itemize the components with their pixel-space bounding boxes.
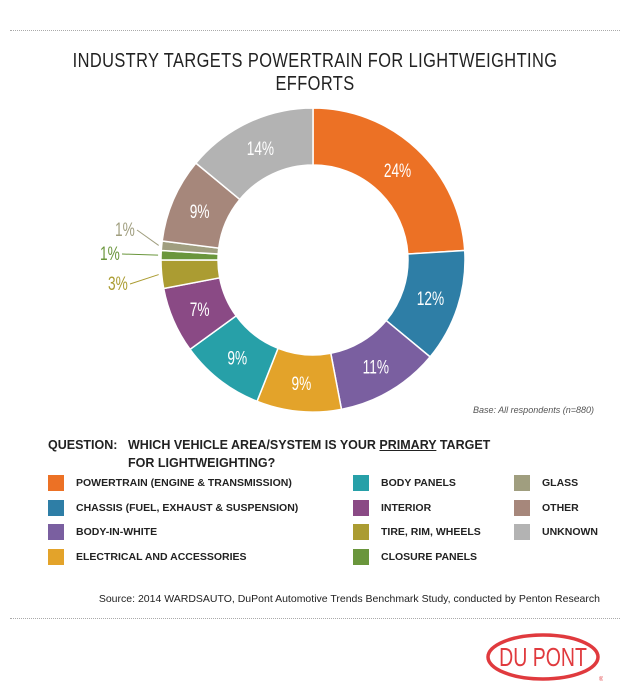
- slice-powertrain-engine-transmission-: [312, 107, 466, 255]
- legend-label: OTHER: [542, 501, 579, 514]
- question-text: WHICH VEHICLE AREA/SYSTEM IS YOUR: [128, 438, 380, 452]
- slice-label: 7%: [190, 299, 210, 321]
- legend-item: CHASSIS (FUEL, EXHAUST & SUSPENSION): [48, 499, 299, 516]
- legend-label: TIRE, RIM, WHEELS: [381, 526, 481, 538]
- slice-label: 1%: [100, 243, 120, 265]
- slice-label: 11%: [363, 356, 390, 378]
- question: QUESTION: WHICH VEHICLE AREA/SYSTEM IS YO…: [48, 436, 490, 472]
- legend-item: INTERIOR: [353, 499, 432, 516]
- slice-label: 24%: [384, 160, 412, 182]
- legend-swatch: [514, 499, 530, 516]
- leader-line: [129, 274, 159, 285]
- legend-label: BODY PANELS: [381, 477, 456, 489]
- legend-item: UNKNOWN: [514, 524, 598, 540]
- slice-unknown: [194, 107, 314, 201]
- slice-label: 1%: [115, 219, 135, 241]
- legend-label: CHASSIS (FUEL, EXHAUST & SUSPENSION): [76, 501, 299, 514]
- legend-item: GLASS: [514, 475, 578, 491]
- legend-swatch: [48, 524, 64, 540]
- donut-chart: 24% 12% 11% 9% 9% 7% 3% 1%1% 9% 14%: [100, 107, 466, 413]
- legend-label: GLASS: [542, 477, 579, 489]
- slice-label: 9%: [190, 201, 210, 223]
- question-emphasis: PRIMARY: [379, 438, 437, 452]
- legend-swatch: [514, 524, 530, 540]
- svg-text:DU PONT: DU PONT: [499, 642, 587, 671]
- legend-item: OTHER: [514, 499, 579, 516]
- legend-swatch: [353, 548, 369, 565]
- legend-item: ELECTRICAL AND ACCESSORIES: [48, 548, 247, 565]
- legend-item: CLOSURE PANELS: [353, 548, 478, 565]
- slice-label: 3%: [108, 273, 128, 295]
- legend-swatch: [353, 499, 369, 516]
- legend-label: UNKNOWN: [542, 526, 598, 538]
- legend-swatch: [48, 548, 64, 565]
- slice-label: 12%: [417, 288, 445, 310]
- svg-text:®: ®: [599, 676, 603, 683]
- legend-label: CLOSURE PANELS: [381, 550, 478, 563]
- legend-label: ELECTRICAL AND ACCESSORIES: [76, 550, 247, 563]
- legend-item: BODY-IN-WHITE: [48, 524, 157, 540]
- legend-item: TIRE, RIM, WHEELS: [353, 524, 481, 540]
- question-prefix: QUESTION:: [48, 438, 118, 452]
- leader-line: [121, 253, 159, 256]
- legend-swatch: [48, 499, 64, 516]
- dupont-logo: DU PONT ®: [486, 633, 603, 683]
- legend-swatch: [353, 524, 369, 540]
- legend-item: POWERTRAIN (ENGINE & TRANSMISSION): [48, 475, 292, 491]
- legend-label: POWERTRAIN (ENGINE & TRANSMISSION): [76, 477, 292, 489]
- legend-swatch: [514, 475, 530, 491]
- legend-item: BODY PANELS: [353, 475, 456, 491]
- bottom-divider: [10, 618, 620, 619]
- source-note: Source: 2014 WARDSAUTO, DuPont Automotiv…: [98, 593, 600, 605]
- slice-label: 9%: [291, 373, 311, 395]
- leader-line: [136, 229, 159, 246]
- slice-label: 14%: [247, 138, 275, 160]
- legend-label: BODY-IN-WHITE: [76, 526, 158, 538]
- slice-label: 9%: [227, 347, 247, 369]
- legend-swatch: [48, 475, 64, 491]
- base-note: Base: All respondents (n=880): [473, 405, 594, 415]
- question-line2: FOR LIGHTWEIGHTING?: [128, 456, 276, 470]
- legend-label: INTERIOR: [381, 501, 432, 514]
- chart-title: INDUSTRY TARGETS POWERTRAIN FOR LIGHTWEI…: [72, 50, 558, 95]
- question-text-end: TARGET: [436, 438, 491, 452]
- top-divider: [10, 30, 620, 31]
- legend-swatch: [353, 475, 369, 491]
